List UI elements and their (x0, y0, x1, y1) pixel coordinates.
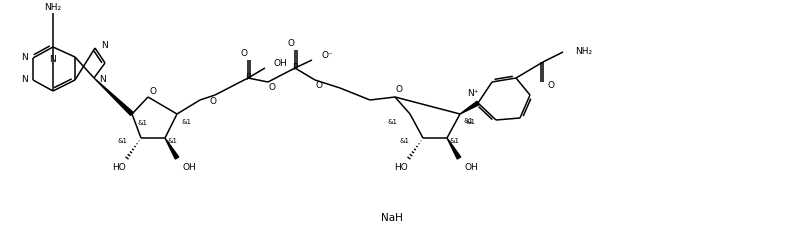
Text: O: O (268, 83, 276, 92)
Text: OH: OH (274, 59, 288, 68)
Text: P: P (292, 63, 298, 72)
Text: &1: &1 (399, 138, 409, 144)
Text: &1: &1 (137, 120, 147, 126)
Text: HO: HO (112, 164, 126, 173)
Text: NH₂: NH₂ (45, 3, 61, 12)
Text: N: N (49, 54, 57, 63)
Text: &1: &1 (449, 138, 459, 144)
Text: O: O (396, 86, 403, 95)
Text: N⁺: N⁺ (467, 89, 479, 98)
Text: &1: &1 (181, 119, 191, 125)
Text: O: O (210, 97, 217, 106)
Text: NaH: NaH (381, 213, 403, 223)
Polygon shape (94, 78, 133, 115)
Text: &1: &1 (167, 138, 177, 144)
Text: O: O (240, 49, 247, 58)
Polygon shape (165, 138, 179, 159)
Text: HO: HO (394, 164, 408, 173)
Text: &1: &1 (465, 119, 475, 125)
Text: OH: OH (464, 164, 478, 173)
Text: &1: &1 (388, 119, 398, 125)
Text: O: O (287, 38, 294, 47)
Text: N: N (22, 53, 28, 62)
Polygon shape (460, 101, 479, 114)
Text: OH: OH (182, 164, 196, 173)
Text: O: O (316, 80, 323, 89)
Text: O⁻: O⁻ (322, 51, 334, 60)
Text: O: O (547, 80, 554, 89)
Text: NH₂: NH₂ (575, 47, 592, 57)
Text: P: P (245, 73, 250, 83)
Text: N: N (22, 76, 28, 85)
Text: &1: &1 (117, 138, 127, 144)
Text: O: O (149, 87, 156, 95)
Polygon shape (447, 138, 461, 159)
Text: N: N (100, 76, 107, 85)
Text: &1: &1 (464, 118, 474, 124)
Text: N: N (100, 42, 108, 51)
